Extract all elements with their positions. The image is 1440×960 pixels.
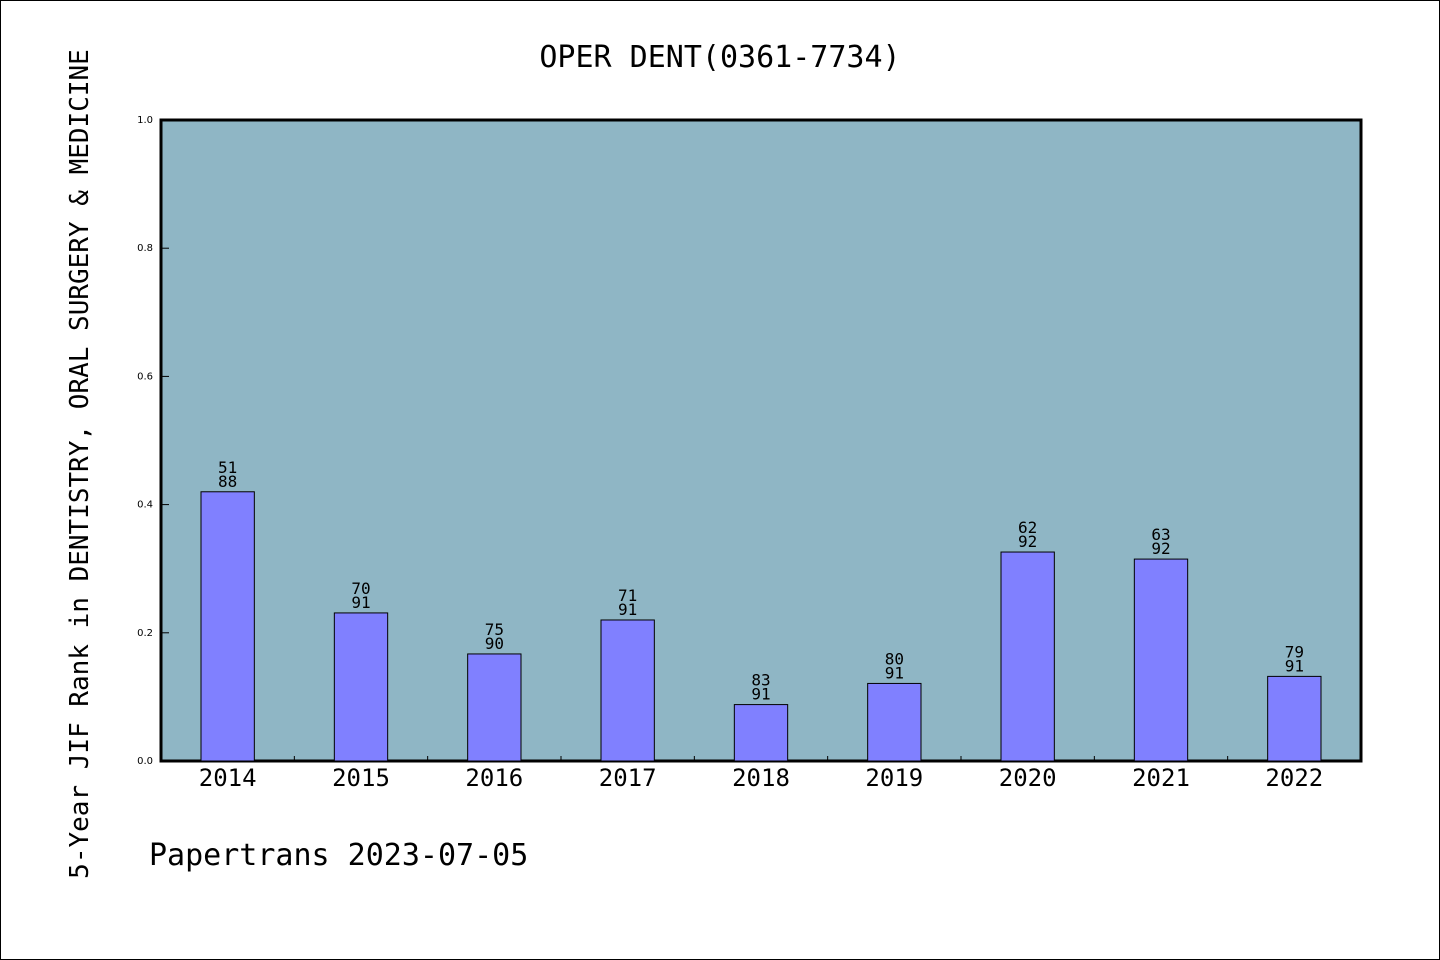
x-tick-label-2017: 2017 <box>599 764 657 792</box>
y-tick-label-0.4: 0.4 <box>137 500 153 511</box>
bar-2022 <box>1267 675 1322 762</box>
x-tick-label-2014: 2014 <box>199 764 257 792</box>
bar-2017 <box>600 619 655 762</box>
y-tick-label-0.0: 0.0 <box>137 756 153 767</box>
bar-label-rank-2017: 71 <box>618 586 637 605</box>
bar-2018 <box>733 704 789 762</box>
x-tick-label-2021: 2021 <box>1132 764 1190 792</box>
footer-source-date: Papertrans 2023-07-05 <box>149 838 528 873</box>
bar-label-total-2019: 91 <box>885 663 904 682</box>
bar-2016 <box>467 653 522 762</box>
x-tick-label-2015: 2015 <box>332 764 390 792</box>
bar-2015 <box>333 612 389 762</box>
bar-2019 <box>867 682 922 762</box>
x-tick-label-2018: 2018 <box>732 764 790 792</box>
bar-label-total-2015: 91 <box>351 593 370 612</box>
bar-label-rank-2015: 70 <box>351 579 370 598</box>
y-tick-label-0.6: 0.6 <box>137 371 153 382</box>
x-tick-label-2020: 2020 <box>999 764 1057 792</box>
bar-label-total-2020: 92 <box>1018 532 1037 551</box>
y-tick-label-1.0: 1.0 <box>137 115 153 126</box>
bar-label-rank-2019: 80 <box>885 649 904 668</box>
bar-2014 <box>200 491 255 762</box>
bar-label-total-2017: 91 <box>618 600 637 619</box>
x-tick-label-2016: 2016 <box>465 764 523 792</box>
bar-label-total-2021: 92 <box>1151 539 1170 558</box>
chart-title: OPER DENT(0361-7734) <box>539 40 900 75</box>
bar-label-rank-2022: 79 <box>1285 642 1304 661</box>
x-tick-label-2019: 2019 <box>865 764 923 792</box>
bar-label-total-2018: 91 <box>751 685 770 704</box>
bar-label-rank-2016: 75 <box>485 620 504 639</box>
y-tick-label-0.8: 0.8 <box>137 243 153 254</box>
bar-label-total-2014: 88 <box>218 472 237 491</box>
y-axis-label: 5-Year JIF Rank in DENTISTRY, ORAL SURGE… <box>65 49 95 879</box>
x-tick-label-2022: 2022 <box>1265 764 1323 792</box>
bar-2021 <box>1133 558 1189 762</box>
bar-label-rank-2014: 51 <box>218 458 237 477</box>
bar-2020 <box>1000 551 1055 762</box>
bar-label-rank-2020: 62 <box>1018 518 1037 537</box>
bar-label-total-2016: 90 <box>485 634 504 653</box>
bar-label-total-2022: 91 <box>1285 656 1304 675</box>
y-tick-label-0.2: 0.2 <box>137 628 153 639</box>
bar-label-rank-2021: 63 <box>1151 525 1170 544</box>
bar-label-rank-2018: 83 <box>751 671 770 690</box>
